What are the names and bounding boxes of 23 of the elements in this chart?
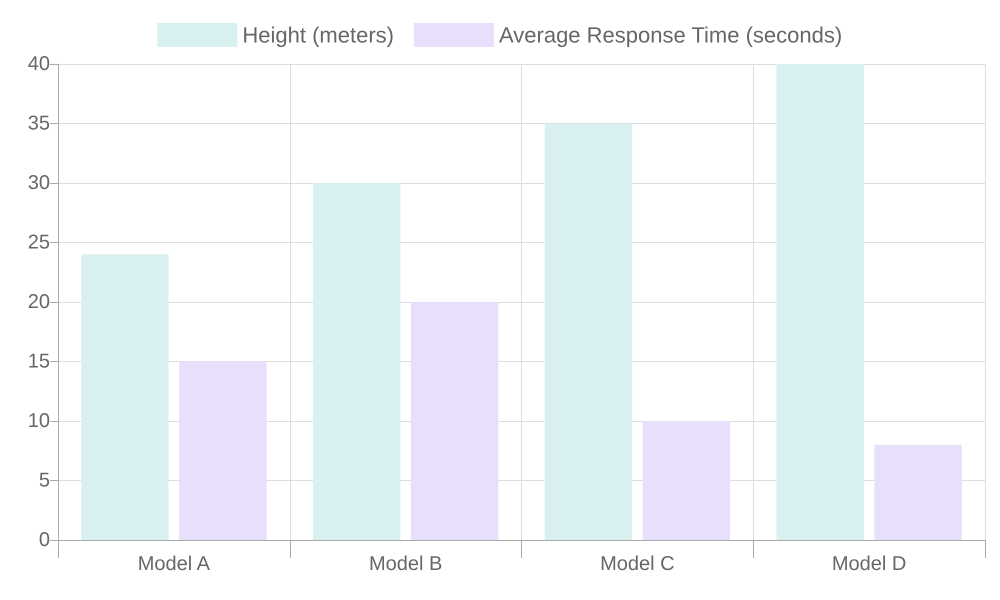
y-tick-label: 15 [28, 350, 50, 372]
bar [81, 254, 169, 540]
bar [776, 64, 864, 540]
x-tick-label: Model D [832, 553, 906, 575]
bar [410, 302, 498, 540]
y-tick-label: 30 [28, 172, 50, 194]
bar [642, 421, 730, 540]
y-tick-label: 20 [28, 291, 50, 313]
x-tick-label: Model B [368, 553, 442, 575]
legend-label: Average Response Time (seconds) [498, 22, 842, 48]
y-tick-label: 40 [28, 53, 50, 75]
x-tick-label: Model A [138, 553, 211, 575]
legend-label: Height (meters) [242, 22, 394, 48]
x-tick-label: Model C [600, 553, 675, 575]
bar [312, 183, 400, 540]
bar [179, 362, 267, 540]
y-tick-label: 0 [38, 529, 50, 551]
y-tick-label: 35 [28, 112, 50, 134]
y-tick-label: 10 [28, 410, 50, 432]
bar [544, 124, 632, 540]
y-tick-label: 25 [28, 232, 50, 254]
bar [874, 444, 962, 540]
y-tick-label: 5 [38, 470, 50, 492]
